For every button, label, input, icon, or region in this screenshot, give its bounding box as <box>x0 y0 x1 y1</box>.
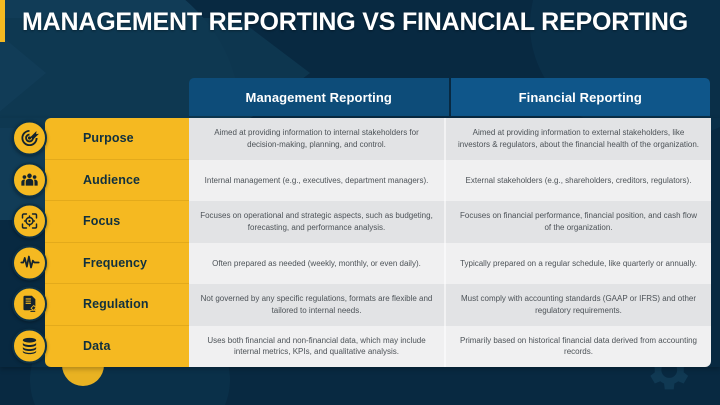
crosshair-focus-icon <box>12 203 47 239</box>
row-label-data: Data <box>12 325 189 367</box>
cell-management: Uses both financial and non-financial da… <box>189 325 446 367</box>
target-icon <box>12 120 47 156</box>
cell-financial: Focuses on financial performance, financ… <box>446 201 711 243</box>
table-row: Data Uses both financial and non-financi… <box>0 325 720 367</box>
cell-financial: Aimed at providing information to extern… <box>446 118 711 160</box>
row-label-audience: Audience <box>12 159 189 201</box>
cell-financial: External stakeholders (e.g., shareholder… <box>446 159 711 201</box>
row-label-text: Data <box>83 339 111 354</box>
page-title: MANAGEMENT REPORTING VS FINANCIAL REPORT… <box>22 8 688 36</box>
row-label-purpose: Purpose <box>12 118 189 160</box>
row-label-text: Focus <box>83 214 121 229</box>
people-group-icon <box>12 162 47 198</box>
table-row: Focus Focuses on operational and strateg… <box>0 201 720 243</box>
cell-financial: Typically prepared on a regular schedule… <box>446 242 711 284</box>
row-label-text: Audience <box>83 172 141 187</box>
cell-management: Not governed by any specific regulations… <box>189 284 446 326</box>
title-accent-bar <box>0 0 5 42</box>
column-header-financial-reporting: Financial Reporting <box>450 78 710 116</box>
cell-financial: Must comply with accounting standards (G… <box>446 284 711 326</box>
document-gavel-icon <box>12 286 47 322</box>
cell-management: Focuses on operational and strategic asp… <box>189 201 446 243</box>
cell-management: Internal management (e.g., executives, d… <box>189 159 446 201</box>
row-label-text: Frequency <box>83 255 148 270</box>
database-stack-icon <box>12 328 47 364</box>
table-body: Purpose Aimed at providing information t… <box>0 118 720 367</box>
cell-management: Often prepared as needed (weekly, monthl… <box>189 242 446 284</box>
table-row: Purpose Aimed at providing information t… <box>0 118 720 160</box>
table-row: Regulation Not governed by any specific … <box>0 284 720 326</box>
row-label-regulation: Regulation <box>12 284 189 326</box>
pulse-waveform-icon <box>12 245 47 281</box>
row-label-text: Purpose <box>83 131 134 146</box>
row-label-text: Regulation <box>83 297 149 312</box>
table-row: Audience Internal management (e.g., exec… <box>0 159 720 201</box>
row-label-frequency: Frequency <box>12 242 189 284</box>
cell-management: Aimed at providing information to intern… <box>189 118 446 160</box>
column-header-management-reporting: Management Reporting <box>189 78 449 116</box>
table-header-row: Management Reporting Financial Reporting <box>189 78 710 116</box>
row-label-focus: Focus <box>12 201 189 243</box>
cell-financial: Primarily based on historical financial … <box>446 325 711 367</box>
table-row: Frequency Often prepared as needed (week… <box>0 242 720 284</box>
